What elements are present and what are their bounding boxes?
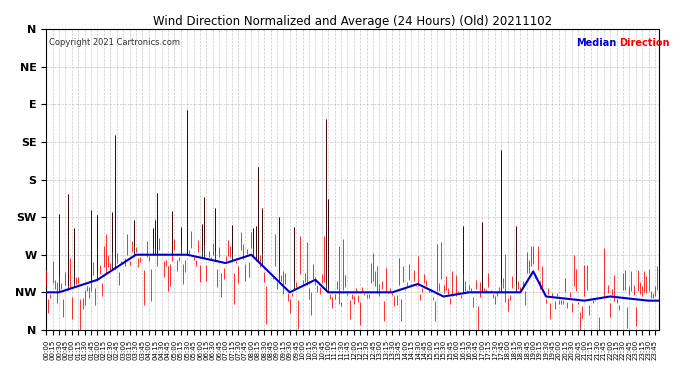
Text: Copyright 2021 Cartronics.com: Copyright 2021 Cartronics.com: [49, 38, 180, 47]
Text: Direction: Direction: [620, 38, 670, 48]
Title: Wind Direction Normalized and Average (24 Hours) (Old) 20211102: Wind Direction Normalized and Average (2…: [153, 15, 552, 28]
Text: Median: Median: [577, 38, 617, 48]
